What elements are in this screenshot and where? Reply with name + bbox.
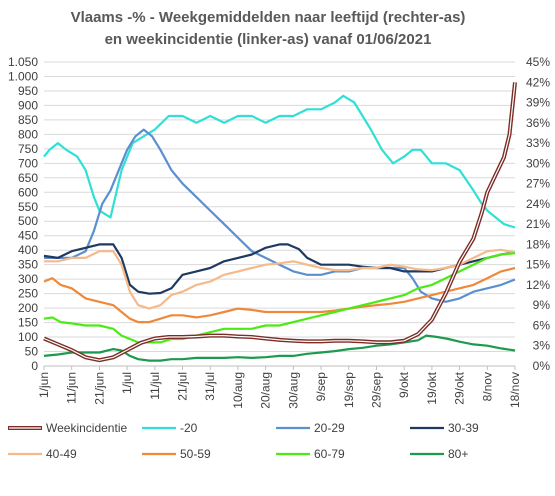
x-tick-label: 20/aug	[259, 372, 273, 409]
left-axis-tick-label: 550	[18, 200, 38, 214]
legend-label: 30-39	[448, 421, 479, 435]
left-axis-tick-label: 350	[18, 258, 38, 272]
series-line-40-49	[44, 248, 516, 310]
x-tick-label: 8/nov	[480, 372, 494, 401]
right-axis-tick-label: 15%	[526, 258, 550, 272]
right-axis-tick-label: 36%	[526, 116, 550, 130]
right-axis-tick-label: 33%	[526, 136, 550, 150]
right-axis-tick-label: 24%	[526, 197, 550, 211]
right-axis-tick-label: 3%	[533, 339, 551, 353]
series-line-50-59	[43, 266, 516, 324]
right-axis-tick-label: 9%	[533, 298, 551, 312]
x-tick-label: 19/okt	[425, 371, 439, 404]
left-axis-tick-label: 150	[18, 316, 38, 330]
left-axis-tick-label: 850	[18, 113, 38, 127]
left-axis-tick-label: 700	[18, 156, 38, 170]
legend-label: 50-59	[180, 447, 211, 461]
right-axis-tick-label: 21%	[526, 217, 550, 231]
x-tick-label: 10/aug	[231, 372, 245, 409]
left-axis-tick-label: 750	[18, 142, 38, 156]
legend-label: -20	[180, 421, 198, 435]
left-axis-tick-label: 50	[25, 345, 39, 359]
x-tick-label: 1/jun	[37, 372, 51, 398]
x-tick-label: 21/jul	[176, 372, 190, 401]
left-axis-tick-label: 450	[18, 229, 38, 243]
x-tick-label: 9/sep	[314, 372, 328, 402]
left-axis-tick-label: 100	[18, 330, 38, 344]
left-axis-tick-label: 950	[18, 84, 38, 98]
right-axis-tick-label: 27%	[526, 177, 550, 191]
x-tick-label: 9/okt	[397, 371, 411, 398]
x-tick-label: 31/jul	[203, 372, 217, 401]
left-axis-ticks: 0501001502002503003504004505005506006507…	[8, 55, 38, 373]
left-axis-tick-label: 650	[18, 171, 38, 185]
left-axis-tick-label: 200	[18, 301, 38, 315]
left-axis-tick-label: 0	[31, 359, 38, 373]
legend: Weekincidentie -20 20-29 30-39 40-49 50-59 60-…	[8, 421, 479, 461]
legend-label: 40-49	[46, 447, 77, 461]
series-line-20-29	[44, 128, 516, 303]
series-line-60-79	[43, 252, 516, 344]
right-axis-tick-label: 42%	[526, 75, 550, 89]
x-tick-label: 29/sep	[369, 372, 383, 408]
chart-title-line-1: Vlaams -% - Weekgemiddelden naar leeftij…	[71, 9, 466, 26]
right-axis-tick-label: 30%	[526, 156, 550, 170]
legend-label: 20-29	[314, 421, 345, 435]
right-axis-tick-label: 12%	[526, 278, 550, 292]
x-tick-label: 19/sep	[342, 372, 356, 408]
right-axis-tick-label: 18%	[526, 237, 550, 251]
x-tick-label: 29/okt	[453, 371, 467, 404]
chart-title-line-2: en weekincidentie (linker-as) vanaf 01/0…	[105, 31, 432, 48]
left-axis-tick-label: 250	[18, 287, 38, 301]
x-axis-ticks: 1/jun 11/jun 21/jun 1/jul 11/jul 21/jul 31/jul…	[37, 366, 522, 409]
series-line-20	[43, 94, 516, 229]
left-axis-tick-label: 400	[18, 243, 38, 257]
right-axis-tick-label: 45%	[526, 55, 550, 69]
left-axis-tick-label: 800	[18, 127, 38, 141]
x-tick-label: 1/jul	[120, 372, 134, 394]
series-line-weekincidentie-inner	[43, 82, 516, 361]
right-axis-ticks: 0% 3% 6% 9% 12% 15% 18% 21% 24% 27% 30% 33% 36% 39% 42…	[526, 55, 550, 373]
right-axis-tick-label: 0%	[533, 359, 551, 373]
x-tick-label: 30/aug	[286, 372, 300, 409]
left-axis-tick-label: 900	[18, 98, 38, 112]
x-tick-label: 18/nov	[508, 372, 522, 408]
legend-label: 80+	[448, 447, 468, 461]
right-axis-tick-label: 6%	[533, 318, 551, 332]
right-axis-tick-label: 39%	[526, 96, 550, 110]
x-tick-label: 21/jun	[92, 372, 106, 405]
left-axis-tick-label: 300	[18, 272, 38, 286]
legend-label: Weekincidentie	[46, 421, 127, 435]
left-axis-tick-label: 600	[18, 185, 38, 199]
x-tick-label: 11/jul	[148, 372, 162, 400]
left-axis-tick-label: 1.050	[8, 55, 38, 69]
left-axis-tick-label: 500	[18, 214, 38, 228]
left-axis-tick-label: 1.000	[8, 69, 38, 83]
plot-area	[43, 82, 517, 363]
legend-label: 60-79	[314, 447, 345, 461]
series-line-30-39	[43, 243, 516, 295]
x-tick-label: 11/jun	[65, 372, 79, 404]
